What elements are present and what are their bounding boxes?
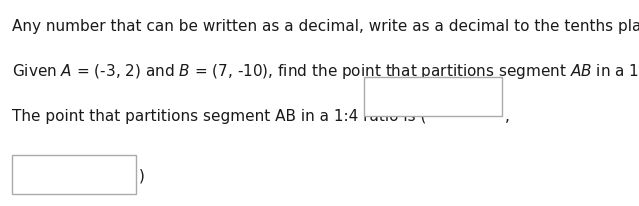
FancyBboxPatch shape [364,77,502,116]
Text: Any number that can be written as a decimal, write as a decimal to the tenths pl: Any number that can be written as a deci… [12,19,639,34]
Text: ,: , [505,109,510,124]
Text: Given $\mathit{A}$ = (-3, 2) and $\mathit{B}$ = (7, -10), find the point that pa: Given $\mathit{A}$ = (-3, 2) and $\mathi… [12,62,639,81]
Text: The point that partitions segment AB in a 1:4 ratio is (: The point that partitions segment AB in … [12,109,426,124]
Text: ): ) [139,169,145,184]
FancyBboxPatch shape [12,154,136,194]
